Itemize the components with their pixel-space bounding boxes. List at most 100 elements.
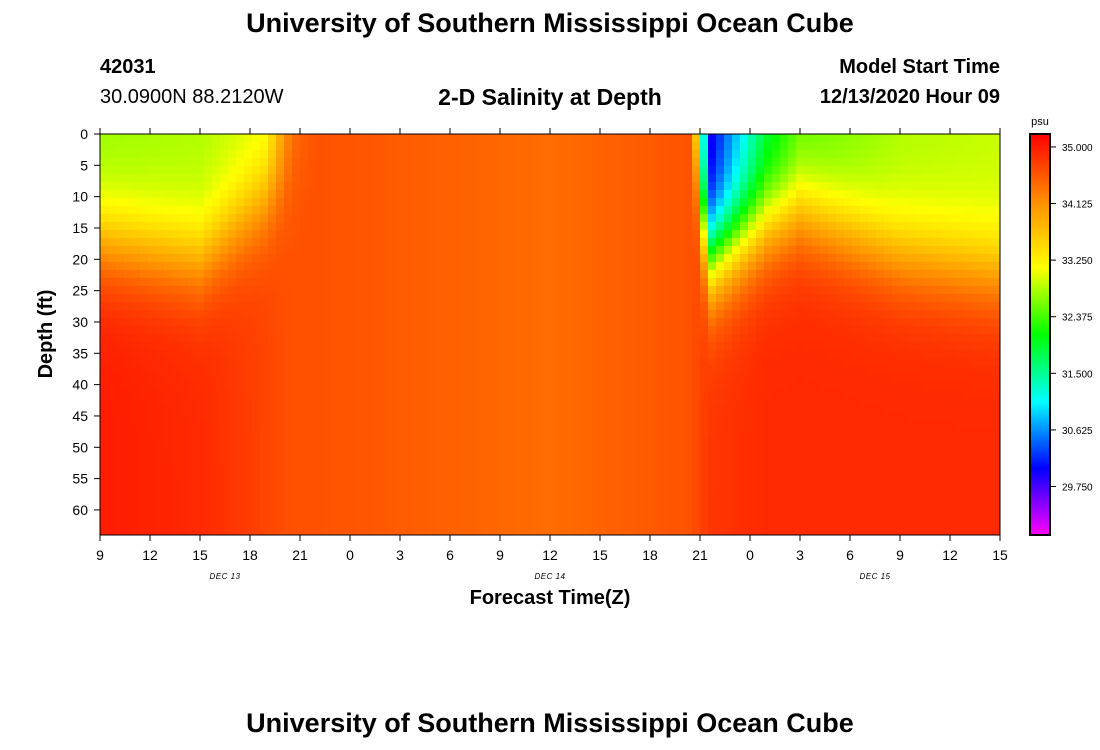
heatmap-cell (620, 174, 629, 183)
heatmap-cell (716, 518, 725, 527)
heatmap-cell (372, 494, 381, 503)
heatmap-cell (660, 510, 669, 519)
heatmap-cell (372, 422, 381, 431)
heatmap-cell (516, 454, 525, 463)
heatmap-cell (268, 430, 277, 439)
heatmap-cell (572, 182, 581, 191)
heatmap-cell (252, 454, 261, 463)
heatmap-cell (676, 454, 685, 463)
heatmap-cell (684, 494, 693, 503)
heatmap-cell (292, 422, 301, 431)
heatmap-cell (284, 470, 293, 479)
heatmap-cell (788, 198, 797, 207)
heatmap-cell (252, 222, 261, 231)
heatmap-cell (572, 142, 581, 151)
heatmap-cell (428, 374, 437, 383)
heatmap-cell (188, 334, 197, 343)
heatmap-cell (188, 350, 197, 359)
heatmap-cell (124, 198, 133, 207)
heatmap-cell (468, 318, 477, 327)
heatmap-cell (292, 142, 301, 151)
heatmap-cell (668, 254, 677, 263)
heatmap-cell (828, 286, 837, 295)
heatmap-cell (204, 294, 213, 303)
heatmap-cell (140, 374, 149, 383)
heatmap-cell (572, 526, 581, 535)
heatmap-cell (748, 158, 757, 167)
heatmap-cell (572, 206, 581, 215)
heatmap-cell (148, 518, 157, 527)
heatmap-cell (836, 470, 845, 479)
heatmap-cell (396, 238, 405, 247)
heatmap-cell (108, 142, 117, 151)
heatmap-cell (132, 302, 141, 311)
heatmap-cell (148, 502, 157, 511)
heatmap-cell (492, 374, 501, 383)
heatmap-cell (260, 462, 269, 471)
heatmap-cell (604, 142, 613, 151)
heatmap-cell (756, 486, 765, 495)
heatmap-cell (732, 390, 741, 399)
heatmap-cell (228, 470, 237, 479)
heatmap-cell (580, 350, 589, 359)
heatmap-cell (380, 422, 389, 431)
heatmap-cell (612, 238, 621, 247)
heatmap-cell (500, 470, 509, 479)
model-start-label: Model Start Time (839, 56, 1000, 78)
heatmap-cell (524, 190, 533, 199)
heatmap-cell (180, 270, 189, 279)
heatmap-cell (156, 334, 165, 343)
heatmap-cell (532, 158, 541, 167)
heatmap-cell (196, 294, 205, 303)
heatmap-cell (868, 454, 877, 463)
heatmap-cell (812, 230, 821, 239)
heatmap-cell (540, 486, 549, 495)
heatmap-cell (668, 374, 677, 383)
heatmap-cell (812, 254, 821, 263)
heatmap-cell (868, 262, 877, 271)
heatmap-cell (468, 422, 477, 431)
heatmap-cell (860, 326, 869, 335)
heatmap-cell (164, 470, 173, 479)
heatmap-cell (804, 198, 813, 207)
heatmap-cell (620, 222, 629, 231)
heatmap-cell (532, 486, 541, 495)
heatmap-cell (260, 246, 269, 255)
heatmap-cell (396, 390, 405, 399)
heatmap-cell (132, 470, 141, 479)
heatmap-cell (140, 222, 149, 231)
heatmap-cell (612, 198, 621, 207)
heatmap-cell (212, 214, 221, 223)
heatmap-cell (500, 230, 509, 239)
heatmap-cell (172, 246, 181, 255)
heatmap-cell (340, 510, 349, 519)
heatmap-cell (100, 366, 109, 375)
heatmap-cell (340, 262, 349, 271)
heatmap-cell (676, 494, 685, 503)
heatmap-cell (668, 310, 677, 319)
heatmap-cell (484, 286, 493, 295)
heatmap-cell (284, 502, 293, 511)
heatmap-cell (332, 214, 341, 223)
heatmap-cell (212, 422, 221, 431)
heatmap-cell (756, 278, 765, 287)
heatmap-cell (532, 238, 541, 247)
heatmap-cell (460, 166, 469, 175)
heatmap-cell (556, 526, 565, 535)
heatmap-cell (212, 374, 221, 383)
heatmap-cell (556, 470, 565, 479)
heatmap-cell (604, 438, 613, 447)
heatmap-cell (332, 494, 341, 503)
heatmap-cell (796, 214, 805, 223)
heatmap-cell (476, 310, 485, 319)
heatmap-cell (484, 398, 493, 407)
heatmap-cell (756, 454, 765, 463)
heatmap-cell (532, 286, 541, 295)
heatmap-cell (828, 174, 837, 183)
heatmap-cell (780, 526, 789, 535)
heatmap-cell (628, 446, 637, 455)
heatmap-cell (740, 158, 749, 167)
heatmap-cell (164, 326, 173, 335)
heatmap-cell (628, 230, 637, 239)
heatmap-cell (468, 398, 477, 407)
